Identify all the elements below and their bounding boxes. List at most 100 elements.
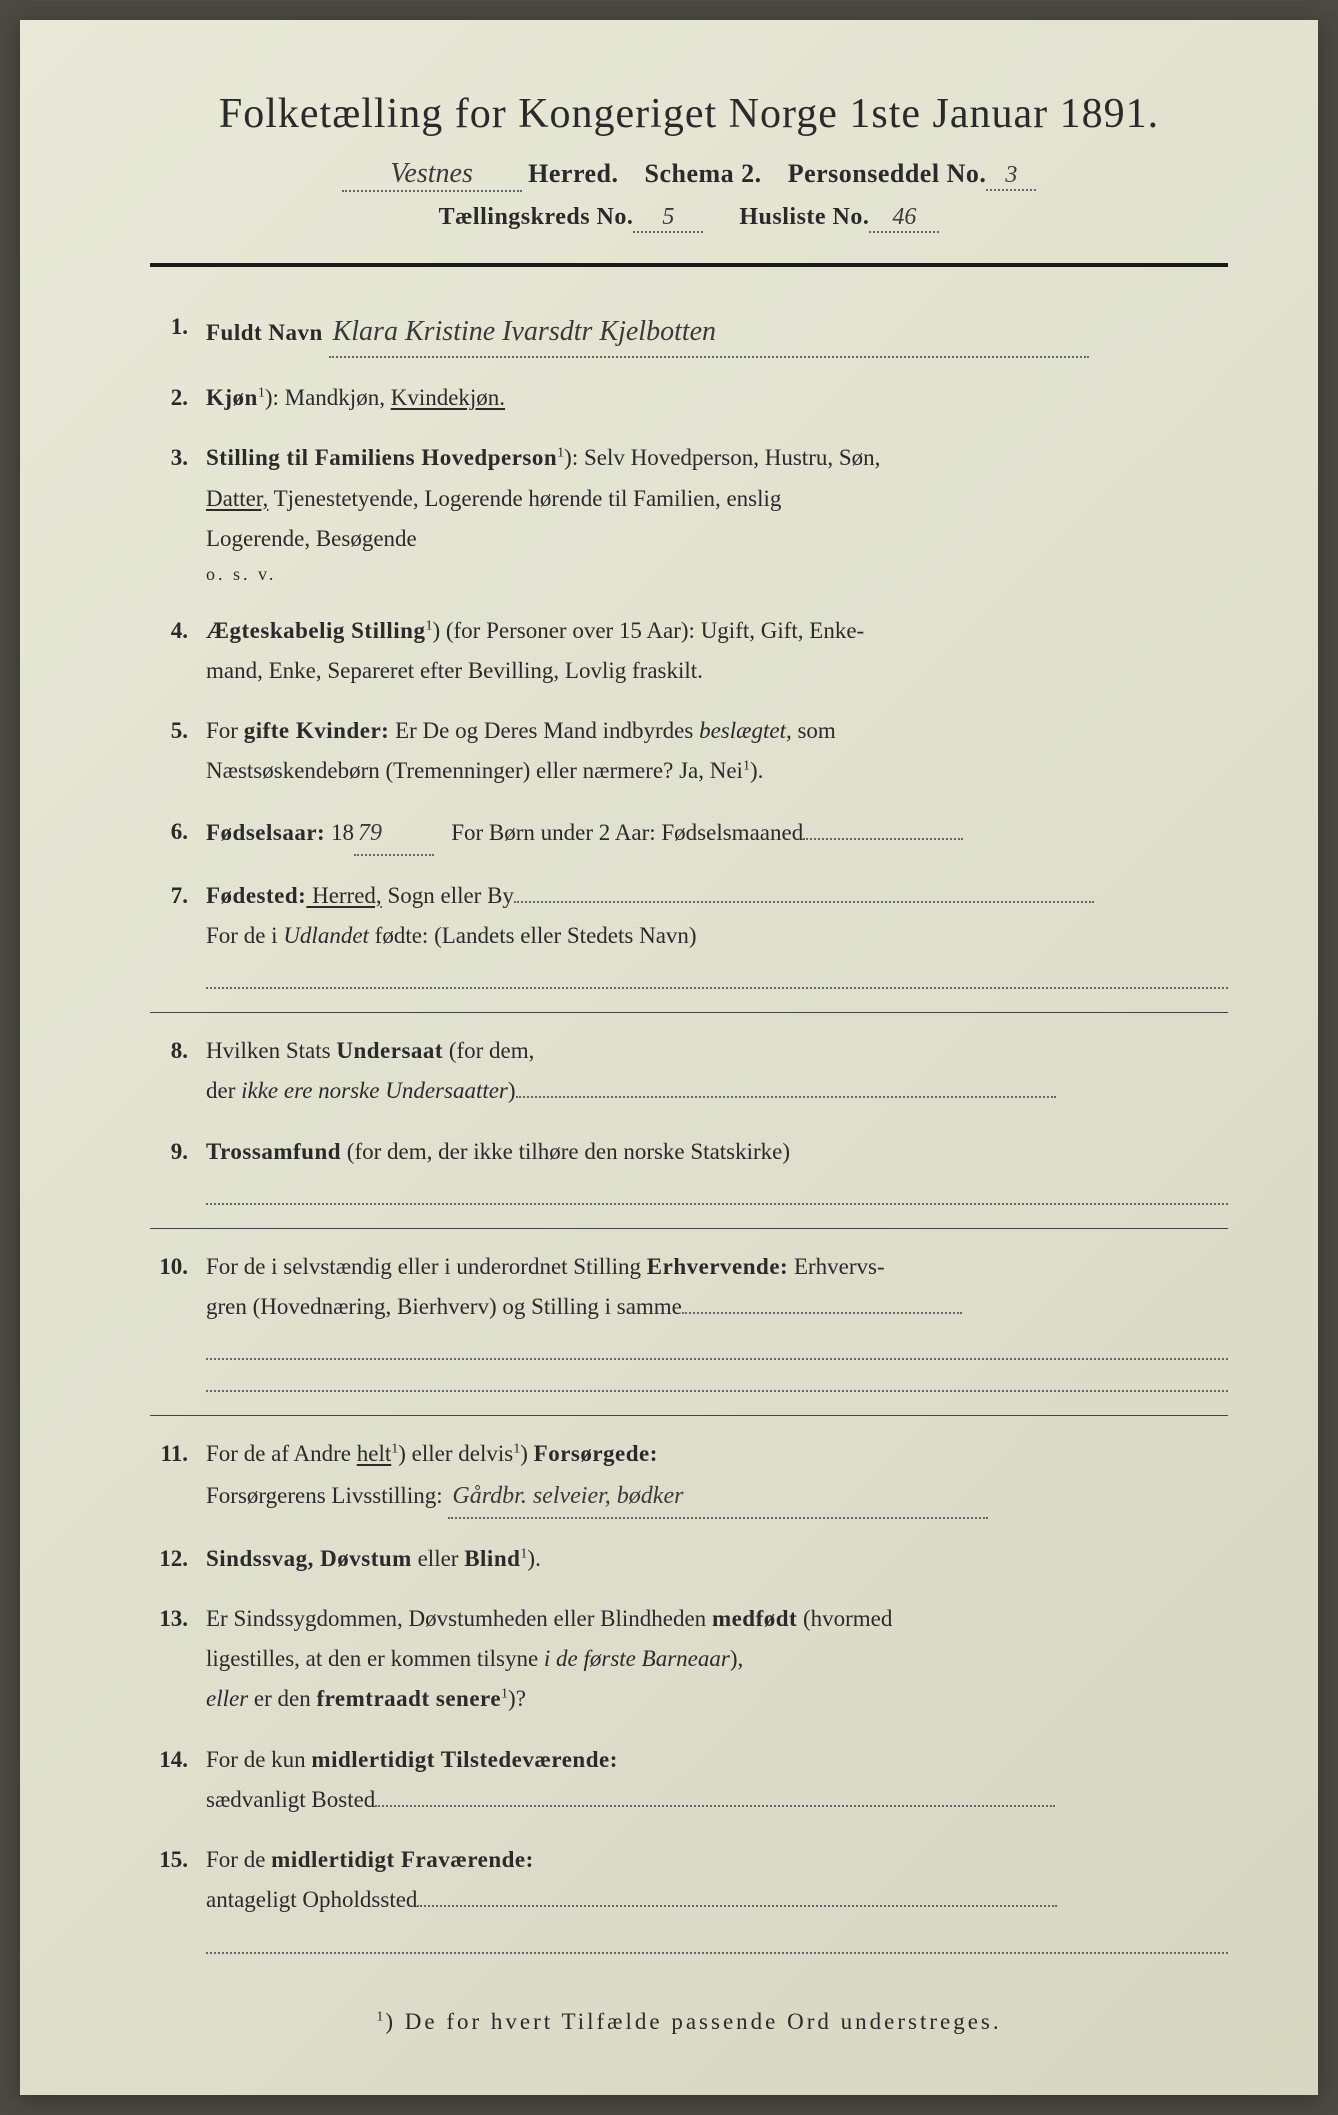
citizen-b: (for dem, (443, 1038, 534, 1063)
divider-thick (150, 263, 1228, 267)
entry-num: 3. (150, 438, 206, 590)
marital-label: Ægteskabelig Stilling (206, 618, 425, 643)
sex-text: ): Mandkjøn, (265, 385, 391, 410)
congenital-b: (hvormed (797, 1606, 892, 1631)
congenital-2b: ), (730, 1646, 743, 1671)
entry-num: 11. (150, 1434, 206, 1518)
name-value: Klara Kristine Ivarsdtr Kjelbotten (329, 307, 1089, 358)
divider-thin (150, 1415, 1228, 1416)
entry-15: 15. For de midlertidigt Fraværende: anta… (150, 1840, 1228, 1921)
entry-content: For gifte Kvinder: Er De og Deres Mand i… (206, 711, 1228, 792)
entry-9: 9. Trossamfund (for dem, der ikke tilhør… (150, 1132, 1228, 1172)
entry-content: Stilling til Familiens Hovedperson1): Se… (206, 438, 1228, 590)
dependent-label: Forsørgede: (534, 1441, 658, 1466)
relation-line1: ): Selv Hovedperson, Hustru, Søn, (564, 445, 880, 470)
present-a: For de kun (206, 1747, 311, 1772)
footnote: 1) De for hvert Tilfælde passende Ord un… (150, 2009, 1228, 2035)
entry-12: 12. Sindssvag, Døvstum eller Blind1). (150, 1539, 1228, 1579)
congenital-a: Er Sindssygdommen, Døvstumheden eller Bl… (206, 1606, 712, 1631)
tallingskreds-no: 5 (633, 204, 703, 233)
husliste-label: Husliste No. (739, 204, 869, 230)
absent-a: For de (206, 1847, 271, 1872)
osv: o. s. v. (206, 559, 1228, 591)
entry-13: 13. Er Sindssygdommen, Døvstumheden elle… (150, 1599, 1228, 1720)
entry-content: For de af Andre helt1) eller delvis1) Fo… (206, 1434, 1228, 1518)
herred-label: Herred. (528, 159, 618, 188)
entry-1: 1. Fuldt Navn Klara Kristine Ivarsdtr Kj… (150, 307, 1228, 358)
present-line2: sædvanligt Bosted (206, 1787, 375, 1812)
entry-num: 4. (150, 611, 206, 692)
religion-label: Trossamfund (206, 1139, 341, 1164)
blank-line (206, 1379, 1228, 1397)
birthmonth-blank (803, 838, 963, 840)
married-label: gifte Kvinder: (244, 718, 390, 743)
sex-label: Kjøn (206, 385, 258, 410)
entry-num: 10. (150, 1247, 206, 1328)
dependent-selected: helt (357, 1441, 392, 1466)
present-blank (375, 1805, 1055, 1807)
tallingskreds-label: Tællingskreds No. (439, 204, 634, 230)
personseddel-no: 3 (986, 162, 1036, 191)
entry-2: 2. Kjøn1): Mandkjøn, Kvindekjøn. (150, 378, 1228, 418)
entry-8: 8. Hvilken Stats Undersaat (for dem, der… (150, 1031, 1228, 1112)
husliste-no: 46 (869, 204, 939, 233)
name-label: Fuldt Navn (206, 320, 323, 345)
entry-content: For de kun midlertidigt Tilstedeværende:… (206, 1740, 1228, 1821)
entry-content: For de i selvstændig eller i underordnet… (206, 1247, 1228, 1328)
absent-label: midlertidigt Fraværende: (271, 1847, 534, 1872)
birthmonth-text: For Børn under 2 Aar: Fødselsmaaned (451, 820, 803, 845)
congenital-bold2: fremtraadt senere (316, 1686, 501, 1711)
birthplace-selected: Herred, (306, 883, 381, 908)
married-line1b: som (792, 718, 836, 743)
entry-num: 15. (150, 1840, 206, 1921)
entry-content: Kjøn1): Mandkjøn, Kvindekjøn. (206, 378, 1228, 418)
entry-content: For de midlertidigt Fraværende: antageli… (206, 1840, 1228, 1921)
footnote-ref: 1 (501, 1687, 508, 1702)
form-header: Folketælling for Kongeriget Norge 1ste J… (150, 90, 1228, 233)
marital-line1: ) (for Personer over 15 Aar): Ugift, Gif… (432, 618, 864, 643)
dependent-b: ) eller delvis (398, 1441, 513, 1466)
married-line1: Er De og Deres Mand indbyrdes (389, 718, 699, 743)
divider-thin (150, 1012, 1228, 1013)
congenital-3ital: eller (206, 1686, 248, 1711)
citizen-italic: ikke ere norske Undersaatter (241, 1078, 508, 1103)
occupation-line2: gren (Hovednæring, Bierhverv) og Stillin… (206, 1294, 682, 1319)
congenital-italic: i de første Barneaar (544, 1646, 730, 1671)
main-title: Folketælling for Kongeriget Norge 1ste J… (150, 90, 1228, 138)
entry-content: Fødested: Herred, Sogn eller By For de i… (206, 876, 1228, 957)
occupation-b: Erhvervs- (788, 1254, 884, 1279)
married-after: ). (750, 758, 763, 783)
abroad-a: For de i (206, 923, 283, 948)
entry-content: Ægteskabelig Stilling1) (for Personer ov… (206, 611, 1228, 692)
relation-line2: Tjenestetyende, Logerende hørende til Fa… (268, 486, 781, 511)
subtitle-row-2: Tællingskreds No.5 Husliste No.46 (150, 204, 1228, 233)
disability-after: ). (527, 1546, 540, 1571)
entry-content: Fødselsaar: 1879 For Børn under 2 Aar: F… (206, 812, 1228, 856)
congenital-3b: er den (248, 1686, 316, 1711)
entry-content: Fuldt Navn Klara Kristine Ivarsdtr Kjelb… (206, 307, 1228, 358)
entry-3: 3. Stilling til Familiens Hovedperson1):… (150, 438, 1228, 590)
entry-4: 4. Ægteskabelig Stilling1) (for Personer… (150, 611, 1228, 692)
married-line2: Næstsøskendebørn (Tremenninger) eller næ… (206, 758, 743, 783)
entry-content: Sindssvag, Døvstum eller Blind1). (206, 1539, 1228, 1579)
occupation-a: For de i selvstændig eller i underordnet… (206, 1254, 647, 1279)
entry-7: 7. Fødested: Herred, Sogn eller By For d… (150, 876, 1228, 957)
citizen-blank (516, 1096, 1056, 1098)
blank-line (206, 1192, 1228, 1210)
disability-label: Sindssvag, Døvstum (206, 1546, 412, 1571)
citizen-2b: ) (508, 1078, 516, 1103)
footnote-ref: 1 (258, 385, 265, 400)
footnote-ref: 1 (743, 759, 750, 774)
disability-rest: eller (412, 1546, 464, 1571)
entry-num: 7. (150, 876, 206, 957)
entry-content: Hvilken Stats Undersaat (for dem, der ik… (206, 1031, 1228, 1112)
entry-num: 6. (150, 812, 206, 856)
married-italic: beslægtet, (699, 718, 792, 743)
congenital-2a: ligestilles, at den er kommen tilsyne (206, 1646, 544, 1671)
birthyear-value: 79 (354, 812, 434, 856)
entry-num: 5. (150, 711, 206, 792)
religion-rest: (for dem, der ikke tilhøre den norske St… (341, 1139, 790, 1164)
entry-11: 11. For de af Andre helt1) eller delvis1… (150, 1434, 1228, 1518)
relation-line3: Logerende, Besøgende (206, 519, 1228, 559)
occupation-blank (682, 1312, 962, 1314)
